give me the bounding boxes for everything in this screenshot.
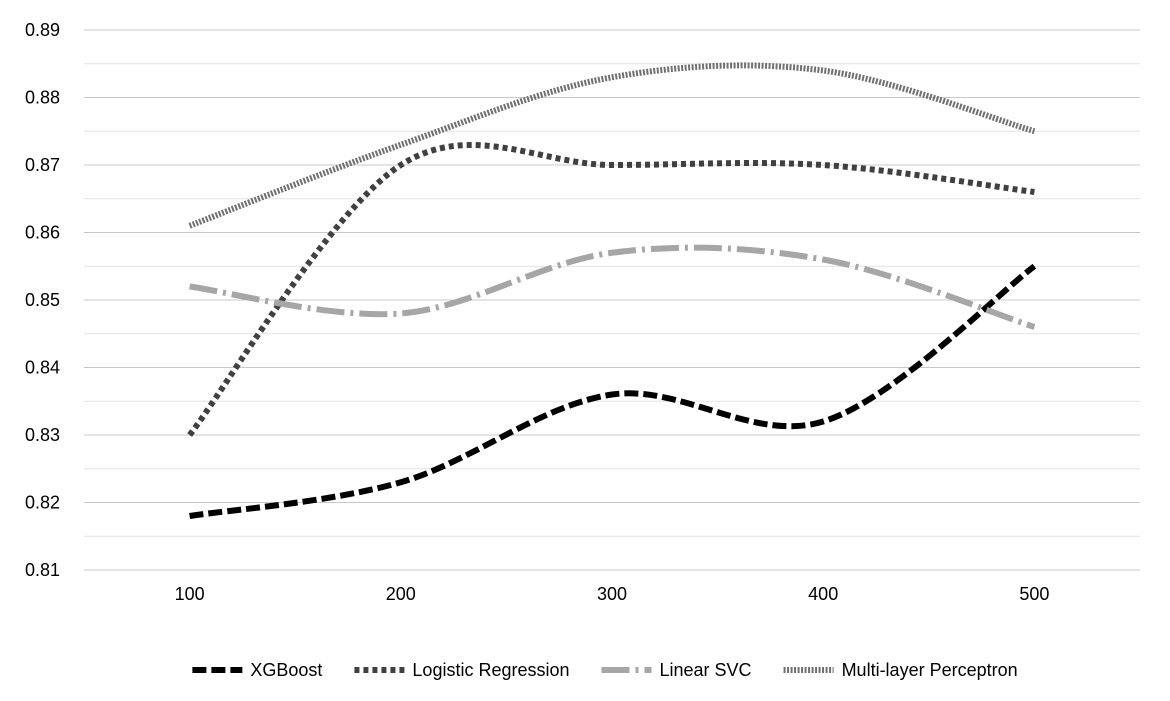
legend-label: Linear SVC [660,660,752,680]
series-lines [187,62,1037,519]
x-tick-label: 100 [175,584,205,604]
series-line-logistic-regression [187,142,1035,437]
series-line-linear-svc [189,244,1036,330]
series-line-multi-layer-perceptron [188,62,1036,229]
y-tick-label: 0.84 [25,358,60,378]
series-line-xgboost [189,263,1037,519]
y-tick-label: 0.87 [25,155,60,175]
y-tick-label: 0.82 [25,493,60,513]
legend-label: XGBoost [250,660,322,680]
x-tick-label: 500 [1019,584,1049,604]
y-tick-label: 0.88 [25,88,60,108]
y-tick-label: 0.81 [25,560,60,580]
x-tick-label: 200 [386,584,416,604]
y-tick-label: 0.89 [25,20,60,40]
y-tick-label: 0.83 [25,425,60,445]
y-tick-label: 0.86 [25,223,60,243]
legend: XGBoost Logistic Regression Linear SVC Mult… [192,660,1018,680]
legend-label: Multi-layer Perceptron [842,660,1018,680]
x-tick-label: 400 [808,584,838,604]
y-tick-label: 0.85 [25,290,60,310]
legend-label: Logistic Regression [412,660,569,680]
x-tick-label: 300 [597,584,627,604]
y-axis-tick-labels: 0.81 0.82 0.83 0.84 0.85 0.86 0.87 0.88 0.89 [25,20,60,580]
x-axis-tick-labels: 100 200 300 400 500 [175,584,1050,604]
